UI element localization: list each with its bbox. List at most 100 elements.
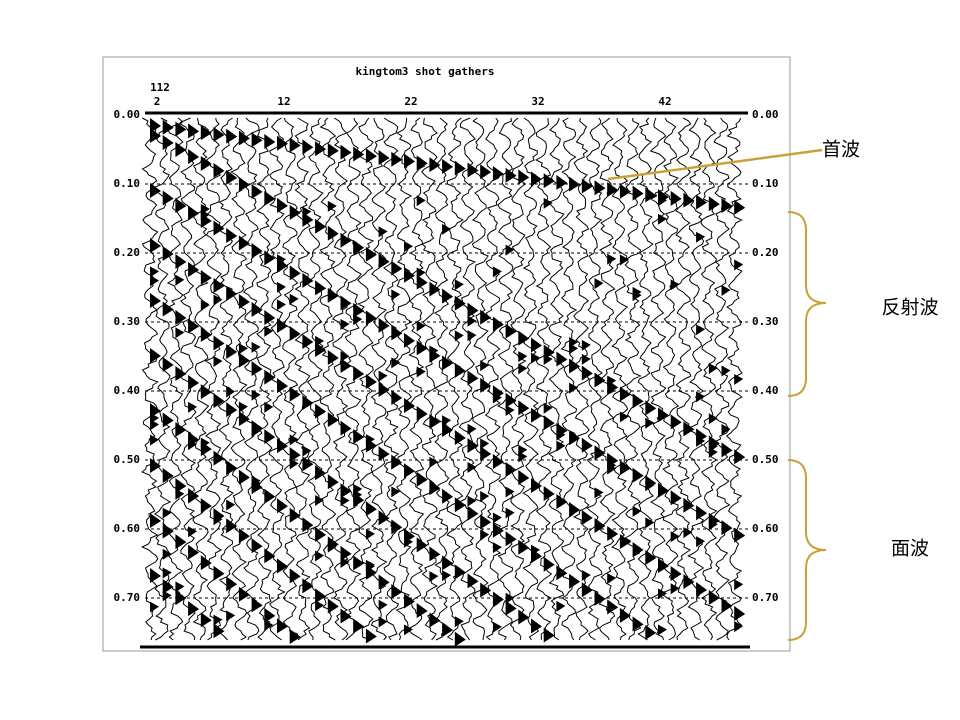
wavelet-fill bbox=[734, 579, 744, 591]
wavelet-fill bbox=[226, 128, 238, 144]
wavelet-fill bbox=[353, 239, 365, 255]
wavelet-fill bbox=[531, 544, 540, 556]
wavelet-fill bbox=[302, 578, 312, 590]
wavelet-fill bbox=[581, 339, 591, 351]
wavelet-fill bbox=[658, 558, 669, 574]
trace-wiggle bbox=[179, 117, 197, 641]
wavelet-fill bbox=[632, 616, 644, 632]
wavelet-fill bbox=[200, 270, 212, 286]
wavelet-fill bbox=[492, 591, 504, 607]
wavelet-fill bbox=[429, 546, 441, 562]
wavelet-fill bbox=[404, 536, 413, 548]
wavelet-fill bbox=[696, 194, 708, 210]
wavelet-fill bbox=[454, 362, 466, 378]
wavelet-fill bbox=[505, 462, 517, 478]
wavelet-fill bbox=[480, 446, 492, 462]
wavelet-fill bbox=[378, 574, 390, 590]
pointer-line bbox=[607, 148, 823, 181]
axis-labels: 2 12 22 32 42 0.00 0.10 0.20 0.30 0.40 0.50 0.60 0.7… bbox=[114, 95, 779, 604]
wavelet-fill bbox=[251, 538, 263, 554]
wavelet-fill bbox=[264, 488, 276, 504]
trace-wiggle bbox=[395, 117, 413, 641]
wavelet-fill bbox=[365, 559, 375, 571]
wavelet-fill bbox=[188, 601, 200, 617]
trace-label: 32 bbox=[531, 95, 544, 108]
wavelet-fill bbox=[467, 495, 477, 507]
wavelet-fill bbox=[442, 570, 452, 582]
wavelet-fill bbox=[734, 259, 744, 271]
trace-wiggle bbox=[282, 117, 299, 641]
wavelet-fill bbox=[188, 544, 200, 560]
wavelet-fill bbox=[696, 391, 706, 403]
trace-wiggle bbox=[370, 117, 388, 641]
wavelet-fill bbox=[645, 624, 657, 640]
wavelet-fill bbox=[480, 164, 492, 180]
wavelet-fill bbox=[543, 486, 555, 502]
wavelet-fill bbox=[454, 160, 466, 176]
wavelet-fill bbox=[442, 422, 454, 438]
wavelet-fill bbox=[188, 375, 200, 391]
wavelet-fill bbox=[213, 393, 225, 409]
trace-wiggle bbox=[319, 117, 337, 641]
wavelet-fill bbox=[619, 607, 631, 623]
wavelet-fill bbox=[213, 355, 223, 367]
wavelet-fill bbox=[188, 401, 198, 413]
time-label: 0.70 bbox=[752, 591, 779, 604]
wavelet-fill bbox=[505, 392, 517, 408]
wavelet-fill bbox=[340, 144, 352, 160]
wavelet-fill bbox=[162, 357, 174, 373]
wavelet-fill bbox=[404, 463, 415, 479]
wavelet-fill bbox=[315, 342, 327, 358]
trace-wiggle bbox=[242, 117, 260, 641]
wavelet-fill bbox=[264, 190, 276, 206]
wavelet-fill bbox=[238, 130, 250, 146]
time-label: 0.00 bbox=[114, 108, 141, 121]
wavelet-fill bbox=[327, 474, 339, 490]
wavelet-fill bbox=[467, 370, 479, 386]
wavelet-fill bbox=[391, 486, 401, 498]
wavelet-fill bbox=[454, 279, 464, 291]
wavelet-fill bbox=[251, 302, 263, 318]
wavelet-fill bbox=[277, 254, 286, 266]
trace-wiggle bbox=[382, 117, 400, 641]
wavelet-fill bbox=[226, 286, 238, 302]
wavelet-fill bbox=[594, 590, 606, 606]
wavelet-fill bbox=[518, 330, 530, 346]
wavelet-fill bbox=[619, 386, 631, 402]
wavelet-fill bbox=[467, 505, 479, 521]
wavelet-fill bbox=[416, 267, 426, 279]
wavelet-fill bbox=[658, 588, 667, 600]
wavelet-fill bbox=[696, 231, 706, 243]
wavelet-fill bbox=[277, 378, 288, 394]
wavelet-fill bbox=[302, 456, 314, 472]
wavelet-fill bbox=[721, 423, 731, 435]
wavelet-fill bbox=[277, 318, 288, 334]
trace-wiggle bbox=[572, 117, 590, 641]
time-label: 0.70 bbox=[114, 591, 141, 604]
wavelet-fill bbox=[150, 348, 161, 363]
wavelet-fill bbox=[454, 616, 464, 628]
wavelet-fill bbox=[531, 337, 542, 353]
wavelet-fill bbox=[289, 434, 299, 446]
time-label: 0.20 bbox=[114, 246, 141, 259]
wavelet-fill bbox=[492, 522, 504, 538]
wavelet-fill bbox=[442, 415, 452, 427]
wavelet-fill bbox=[442, 288, 454, 304]
wavelet-fill bbox=[251, 341, 261, 353]
wavelet-fill bbox=[518, 451, 528, 463]
trace-wiggle bbox=[560, 117, 578, 641]
wavelet-fill bbox=[658, 624, 667, 636]
wavelet-fill bbox=[492, 166, 504, 182]
wavelet-fill bbox=[734, 606, 746, 622]
wavelet-fill bbox=[670, 414, 682, 430]
wavelet-fill bbox=[315, 588, 327, 604]
wavelet-fill bbox=[251, 389, 261, 401]
wavelet-fill bbox=[607, 375, 617, 387]
wavelet-fill bbox=[531, 478, 542, 494]
wavelet-fill bbox=[569, 502, 581, 518]
wavelet-fill bbox=[200, 155, 212, 171]
wavelet-fill bbox=[264, 310, 276, 326]
wavelet-fill bbox=[238, 401, 248, 413]
wavelet-fill bbox=[340, 232, 352, 248]
